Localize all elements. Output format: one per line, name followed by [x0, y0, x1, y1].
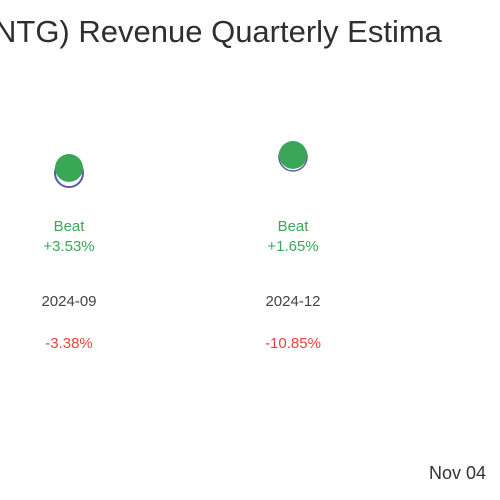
chart-title: NTG) Revenue Quarterly Estima	[0, 14, 442, 49]
change-label: -3.38%	[45, 335, 93, 352]
change-label: -10.85%	[265, 335, 321, 352]
result-label: Beat	[54, 218, 86, 235]
period-label: 2024-12	[265, 293, 320, 310]
surprise-label: +3.53%	[43, 238, 94, 255]
footer-date: Nov 04	[429, 463, 487, 483]
actual-marker	[279, 141, 307, 169]
actual-marker	[55, 154, 83, 182]
period-label: 2024-09	[41, 293, 96, 310]
surprise-label: +1.65%	[267, 238, 318, 255]
result-label: Beat	[278, 218, 310, 235]
